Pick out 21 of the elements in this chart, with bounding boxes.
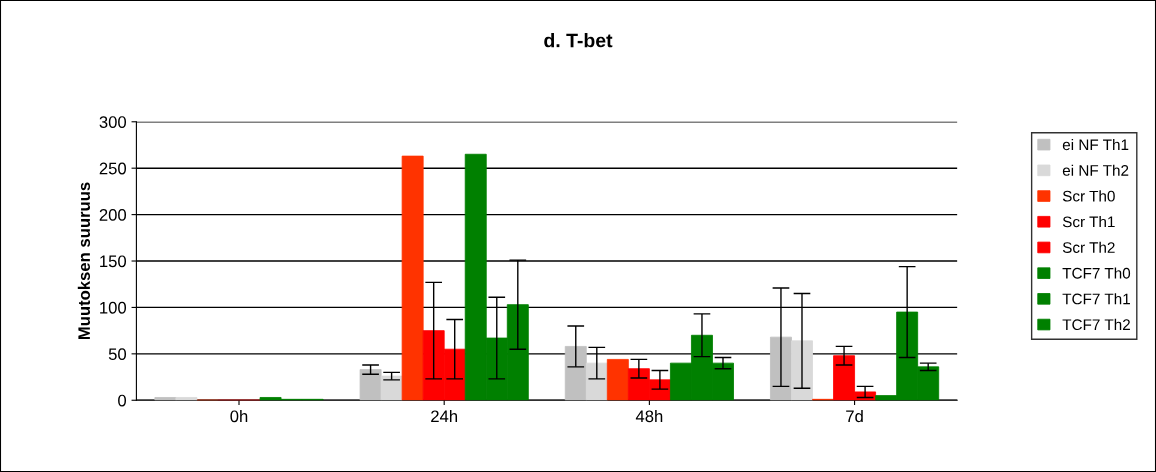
legend-label: TCF7 Th1: [1062, 293, 1130, 305]
y-tick-label: 200: [99, 209, 127, 221]
chart-title: d. T-bet: [544, 33, 613, 48]
x-tick-label: 48h: [635, 409, 663, 423]
y-tick-label: 50: [108, 348, 127, 361]
x-tick-label: 0h: [230, 409, 248, 423]
y-tick-label: 0: [118, 394, 127, 407]
legend-label: Scr Th0: [1062, 190, 1115, 202]
y-tick-label: 300: [99, 116, 127, 128]
y-tick-label: 100: [100, 301, 127, 314]
x-tick-label: 24h: [431, 409, 458, 423]
y-tick-label: 250: [99, 162, 127, 175]
legend-label: TCF7 Th2: [1062, 318, 1130, 331]
x-tick-label: 7d: [846, 409, 863, 423]
legend-label: TCF7 Th0: [1062, 267, 1131, 279]
legend-label: Scr Th2: [1062, 241, 1115, 253]
legend-label: ei NF Th2: [1062, 164, 1129, 176]
legend-label: ei NF Th1: [1062, 138, 1129, 151]
y-axis-title: Muutoksen suuruus: [77, 182, 91, 340]
legend-label: Scr Th1: [1062, 216, 1115, 228]
y-tick-label: 150: [100, 255, 127, 268]
